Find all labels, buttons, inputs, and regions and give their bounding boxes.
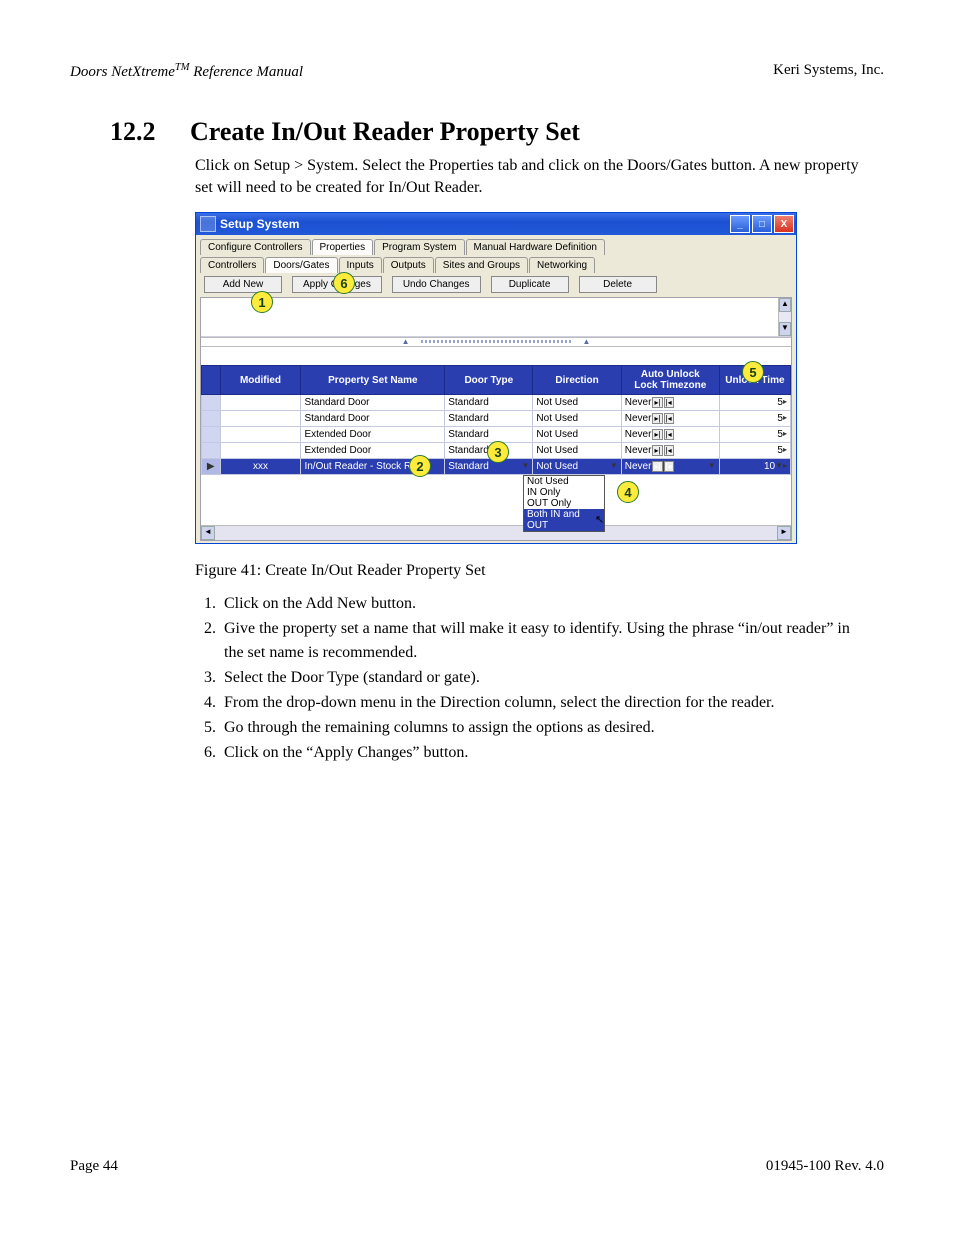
cell-r2-c6[interactable]: ▸5	[719, 427, 790, 443]
col-2[interactable]: Property Set Name	[301, 366, 445, 395]
cell-r4-c4[interactable]: Not Used▼	[533, 459, 621, 475]
tab-sub-4[interactable]: Sites and Groups	[435, 257, 528, 273]
cell-r3-c6[interactable]: ▸5	[719, 443, 790, 459]
cell-r2-c2[interactable]: Extended Door	[301, 427, 445, 443]
cell-r0-c3[interactable]: Standard	[445, 395, 533, 411]
cell-r2-c0[interactable]	[202, 427, 221, 443]
cell-r2-c3[interactable]: Standard	[445, 427, 533, 443]
toolbar-btn-add-new[interactable]: Add New	[204, 276, 282, 293]
tab-sub-5[interactable]: Networking	[529, 257, 595, 273]
cell-r1-c6[interactable]: ▸5	[719, 411, 790, 427]
tabs-sub: ControllersDoors/GatesInputsOutputsSites…	[200, 257, 792, 273]
cell-r4-c3[interactable]: Standard▼	[445, 459, 533, 475]
cell-r3-c5[interactable]: Never▸||◂	[621, 443, 719, 459]
header-right: Keri Systems, Inc.	[773, 62, 884, 81]
steps-list: Click on the Add New button.Give the pro…	[220, 592, 854, 764]
toolbar: Add NewApply ChangesUndo ChangesDuplicat…	[204, 276, 792, 293]
window-title: Setup System	[220, 217, 299, 231]
tab-sub-2[interactable]: Inputs	[339, 257, 382, 273]
cell-r1-c2[interactable]: Standard Door	[301, 411, 445, 427]
minimize-button[interactable]: _	[730, 215, 750, 233]
cell-r0-c0[interactable]	[202, 395, 221, 411]
setup-system-window: Setup System _ □ X Configure Controllers…	[195, 212, 797, 544]
col-4[interactable]: Direction	[533, 366, 621, 395]
cell-r0-c5[interactable]: Never▸||◂	[621, 395, 719, 411]
scroll-left-icon[interactable]: ◄	[201, 526, 215, 540]
section-intro: Click on Setup > System. Select the Prop…	[195, 155, 864, 198]
cell-r0-c2[interactable]: Standard Door	[301, 395, 445, 411]
footer-left: Page 44	[70, 1158, 118, 1175]
cell-r3-c0[interactable]	[202, 443, 221, 459]
section-title: 12.2Create In/Out Reader Property Set	[110, 117, 884, 147]
col-0[interactable]	[202, 366, 221, 395]
step-3: Select the Door Type (standard or gate).	[220, 666, 854, 689]
step-1: Click on the Add New button.	[220, 592, 854, 615]
cell-r1-c1[interactable]	[220, 411, 301, 427]
tab-top-1[interactable]: Properties	[312, 239, 374, 255]
direction-option-2[interactable]: OUT Only	[524, 498, 604, 509]
tab-top-2[interactable]: Program System	[374, 239, 464, 255]
cell-r0-c1[interactable]	[220, 395, 301, 411]
col-3[interactable]: Door Type	[445, 366, 533, 395]
cell-r2-c4[interactable]: Not Used	[533, 427, 621, 443]
tab-sub-1[interactable]: Doors/Gates	[265, 257, 337, 273]
tabs-top: Configure ControllersPropertiesProgram S…	[200, 239, 792, 255]
header-left: Doors NetXtremeTM Reference Manual	[70, 62, 303, 81]
cell-r0-c4[interactable]: Not Used	[533, 395, 621, 411]
cell-r1-c0[interactable]	[202, 411, 221, 427]
splitter[interactable]: ▲▲	[201, 337, 791, 347]
cell-r1-c5[interactable]: Never▸||◂	[621, 411, 719, 427]
cell-r4-c6[interactable]: ▸10▼	[719, 459, 790, 475]
cell-r1-c4[interactable]: Not Used	[533, 411, 621, 427]
footer-right: 01945-100 Rev. 4.0	[766, 1158, 884, 1175]
tab-sub-3[interactable]: Outputs	[383, 257, 434, 273]
cell-r4-c5[interactable]: Never▼▸||◂	[621, 459, 719, 475]
toolbar-btn-duplicate[interactable]: Duplicate	[491, 276, 569, 293]
tab-top-0[interactable]: Configure Controllers	[200, 239, 311, 255]
cell-r2-c1[interactable]	[220, 427, 301, 443]
tab-top-3[interactable]: Manual Hardware Definition	[466, 239, 605, 255]
direction-option-3[interactable]: Both IN and OUT	[524, 509, 604, 531]
col-1[interactable]: Modified	[220, 366, 301, 395]
direction-option-1[interactable]: IN Only	[524, 487, 604, 498]
step-5: Go through the remaining columns to assi…	[220, 716, 854, 739]
scroll-right-icon[interactable]: ►	[777, 526, 791, 540]
step-4: From the drop-down menu in the Direction…	[220, 691, 854, 714]
tab-sub-0[interactable]: Controllers	[200, 257, 264, 273]
maximize-button[interactable]: □	[752, 215, 772, 233]
direction-option-0[interactable]: Not Used	[524, 476, 604, 487]
app-icon	[200, 216, 216, 232]
scroll-down-icon[interactable]: ▼	[779, 322, 791, 336]
scroll-up-icon[interactable]: ▲	[779, 298, 791, 312]
step-6: Click on the “Apply Changes” button.	[220, 741, 854, 764]
col-5[interactable]: Auto UnlockLock Timezone	[621, 366, 719, 395]
toolbar-btn-undo-changes[interactable]: Undo Changes	[392, 276, 481, 293]
step-2: Give the property set a name that will m…	[220, 617, 854, 663]
close-button[interactable]: X	[774, 215, 794, 233]
cell-r3-c1[interactable]	[220, 443, 301, 459]
titlebar[interactable]: Setup System _ □ X	[196, 213, 796, 235]
cell-r3-c4[interactable]: Not Used	[533, 443, 621, 459]
direction-dropdown[interactable]: Not UsedIN OnlyOUT OnlyBoth IN and OUT	[523, 475, 605, 532]
toolbar-btn-delete[interactable]: Delete	[579, 276, 657, 293]
cursor-icon: ↖	[595, 513, 604, 526]
cell-r2-c5[interactable]: Never▸||◂	[621, 427, 719, 443]
cell-r4-c0[interactable]: ▶	[202, 459, 221, 475]
horizontal-scrollbar[interactable]: ◄ ►	[201, 525, 791, 540]
cell-r0-c6[interactable]: ▸5	[719, 395, 790, 411]
cell-r1-c3[interactable]: Standard	[445, 411, 533, 427]
cell-r4-c1[interactable]: xxx	[220, 459, 301, 475]
figure-caption: Figure 41: Create In/Out Reader Property…	[195, 562, 884, 580]
